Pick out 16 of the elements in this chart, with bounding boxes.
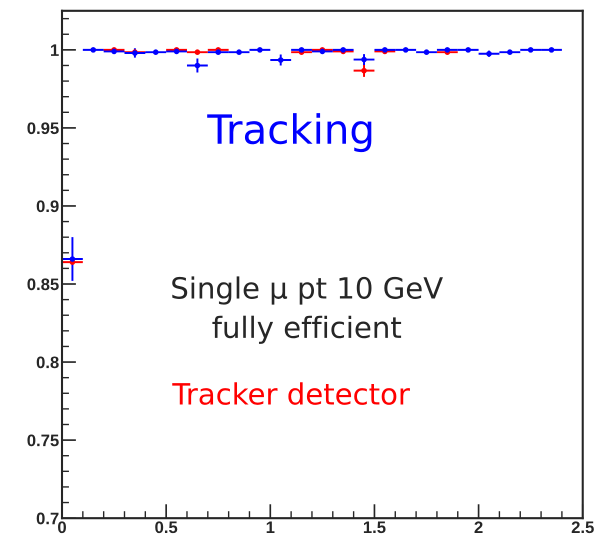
y-tick-label: 0.95 bbox=[27, 122, 59, 134]
y-tick-label: 0.7 bbox=[36, 512, 58, 524]
series-label: Tracking bbox=[207, 113, 372, 152]
y-tick-label: 0.85 bbox=[27, 278, 59, 290]
y-tick-label: 0.75 bbox=[27, 434, 59, 446]
x-tick-label: 0.5 bbox=[155, 521, 178, 534]
x-tick-label: 0 bbox=[58, 521, 66, 534]
annotation: Single μ pt 10 GeV fully efficient bbox=[172, 276, 443, 344]
y-tick-label: 0.8 bbox=[36, 356, 59, 368]
text: Tracker detector bbox=[172, 382, 410, 405]
x-tick-label: 1 bbox=[266, 522, 274, 534]
y-tick-label: 0.9 bbox=[36, 200, 59, 212]
x-tick-label: 1.5 bbox=[364, 522, 386, 534]
y-tick-label: 1 bbox=[51, 44, 59, 56]
x-tick-label: 2.5 bbox=[572, 521, 594, 534]
x-tick-label: 2 bbox=[474, 521, 483, 534]
